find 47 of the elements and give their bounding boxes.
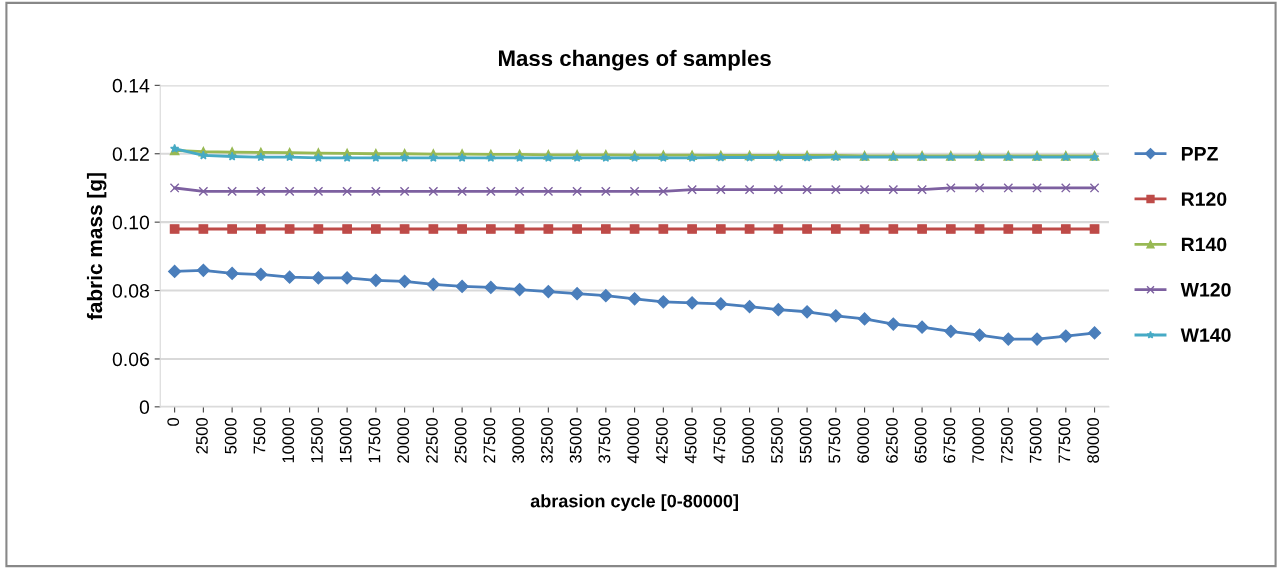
x-tick-label: 20000 [397, 417, 410, 463]
x-tick-label: 0 [167, 417, 180, 426]
legend-label: W140 [1180, 328, 1231, 343]
y-tick-label: 0.08 [112, 284, 149, 298]
x-tick-label: 70000 [972, 417, 985, 463]
legend-label: PPZ [1181, 147, 1218, 161]
legend-label: W120 [1180, 282, 1231, 297]
x-tick-label: 77500 [1058, 417, 1071, 463]
y-tick-label: 0.10 [112, 215, 150, 230]
x-tick-label: 15000 [339, 417, 352, 463]
x-tick-label: 32500 [541, 417, 553, 463]
x-tick-label: 7500 [253, 417, 266, 454]
x-tick-label: 22500 [426, 417, 438, 463]
y-tick-label: 0.14 [112, 78, 150, 93]
legend-label: R120 [1181, 192, 1227, 206]
x-tick-label: 40000 [627, 417, 640, 464]
x-tick-label: 30000 [512, 417, 525, 463]
chart-title: Mass changes of samples [498, 49, 771, 71]
x-tick-label: 72500 [1000, 417, 1013, 463]
x-axis-title: abrasion cycle [0-80000] [530, 494, 738, 511]
x-tick-label: 45000 [684, 417, 697, 464]
x-tick-label: 2500 [196, 417, 208, 454]
x-tick-label: 60000 [857, 417, 870, 463]
x-tick-label: 12500 [311, 417, 323, 463]
y-axis-title: fabric mass [g] [86, 173, 107, 320]
y-tick-label: 0.06 [112, 352, 149, 367]
x-tick-label: 57500 [828, 417, 841, 463]
legend-label: R140 [1181, 237, 1227, 252]
x-tick-label: 37500 [598, 417, 611, 463]
x-tick-label: 42500 [656, 417, 668, 464]
x-tick-label: 17500 [368, 417, 381, 463]
x-tick-label: 5000 [224, 417, 237, 454]
x-tick-label: 25000 [454, 417, 467, 463]
x-tick-label: 55000 [799, 417, 812, 463]
y-tick-label: 0.12 [112, 147, 149, 161]
x-tick-label: 67500 [943, 417, 956, 463]
x-tick-label: 27500 [483, 417, 496, 463]
x-tick-label: 35000 [569, 417, 582, 463]
x-tick-label: 65000 [914, 417, 927, 463]
x-tick-label: 80000 [1087, 417, 1100, 463]
x-tick-label: 50000 [742, 417, 755, 463]
x-tick-label: 47500 [713, 417, 726, 464]
x-tick-label: 62500 [885, 417, 898, 463]
x-tick-label: 75000 [1029, 417, 1042, 463]
x-tick-label: 52500 [771, 417, 783, 463]
y-tick-label: 0 [139, 400, 150, 415]
x-tick-label: 10000 [282, 417, 295, 463]
